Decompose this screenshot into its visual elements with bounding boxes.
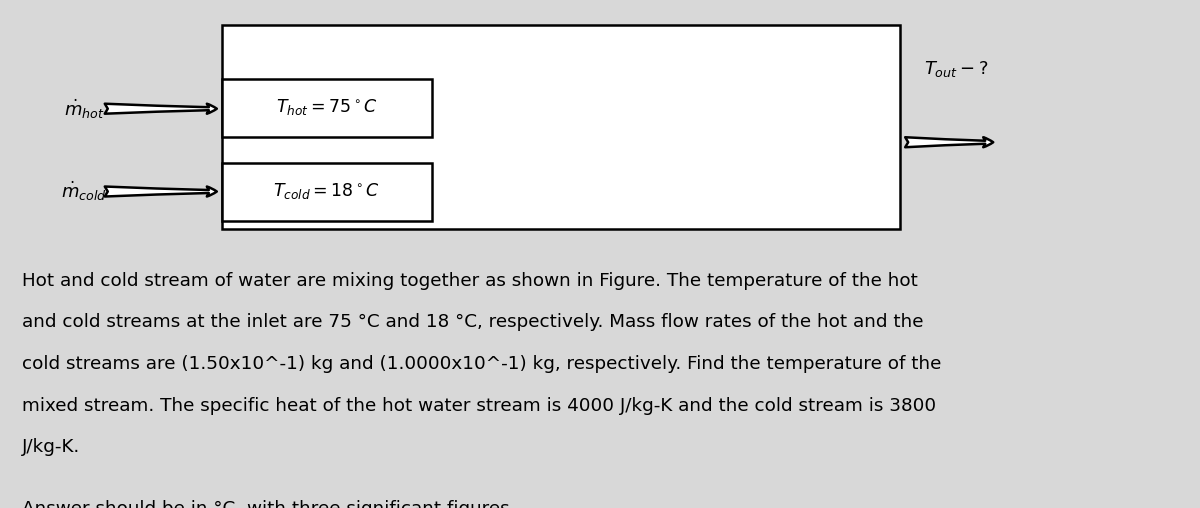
Text: and cold streams at the inlet are 75 °C and 18 °C, respectively. Mass flow rates: and cold streams at the inlet are 75 °C … <box>22 313 923 331</box>
Text: J/kg-K.: J/kg-K. <box>22 438 80 456</box>
Text: $T_{cold} = 18^\circ C$: $T_{cold} = 18^\circ C$ <box>272 181 380 201</box>
Text: $\dot{m}_{cold}$: $\dot{m}_{cold}$ <box>61 180 107 203</box>
Text: $\dot{m}_{hot}$: $\dot{m}_{hot}$ <box>64 98 104 121</box>
Text: $T_{hot} = 75^\circ C$: $T_{hot} = 75^\circ C$ <box>276 97 377 117</box>
Text: Hot and cold stream of water are mixing together as shown in Figure. The tempera: Hot and cold stream of water are mixing … <box>22 272 918 290</box>
Bar <box>222 25 900 229</box>
Bar <box>222 79 432 137</box>
Text: cold streams are (1.50x10^-1) kg and (1.0000x10^-1) kg, respectively. Find the t: cold streams are (1.50x10^-1) kg and (1.… <box>22 355 941 373</box>
Text: mixed stream. The specific heat of the hot water stream is 4000 J/kg-K and the c: mixed stream. The specific heat of the h… <box>22 397 936 415</box>
Bar <box>222 163 432 221</box>
Text: Answer should be in °C  with three significant figures.: Answer should be in °C with three signif… <box>22 500 515 508</box>
Text: $T_{out}-?$: $T_{out}-?$ <box>924 58 989 79</box>
